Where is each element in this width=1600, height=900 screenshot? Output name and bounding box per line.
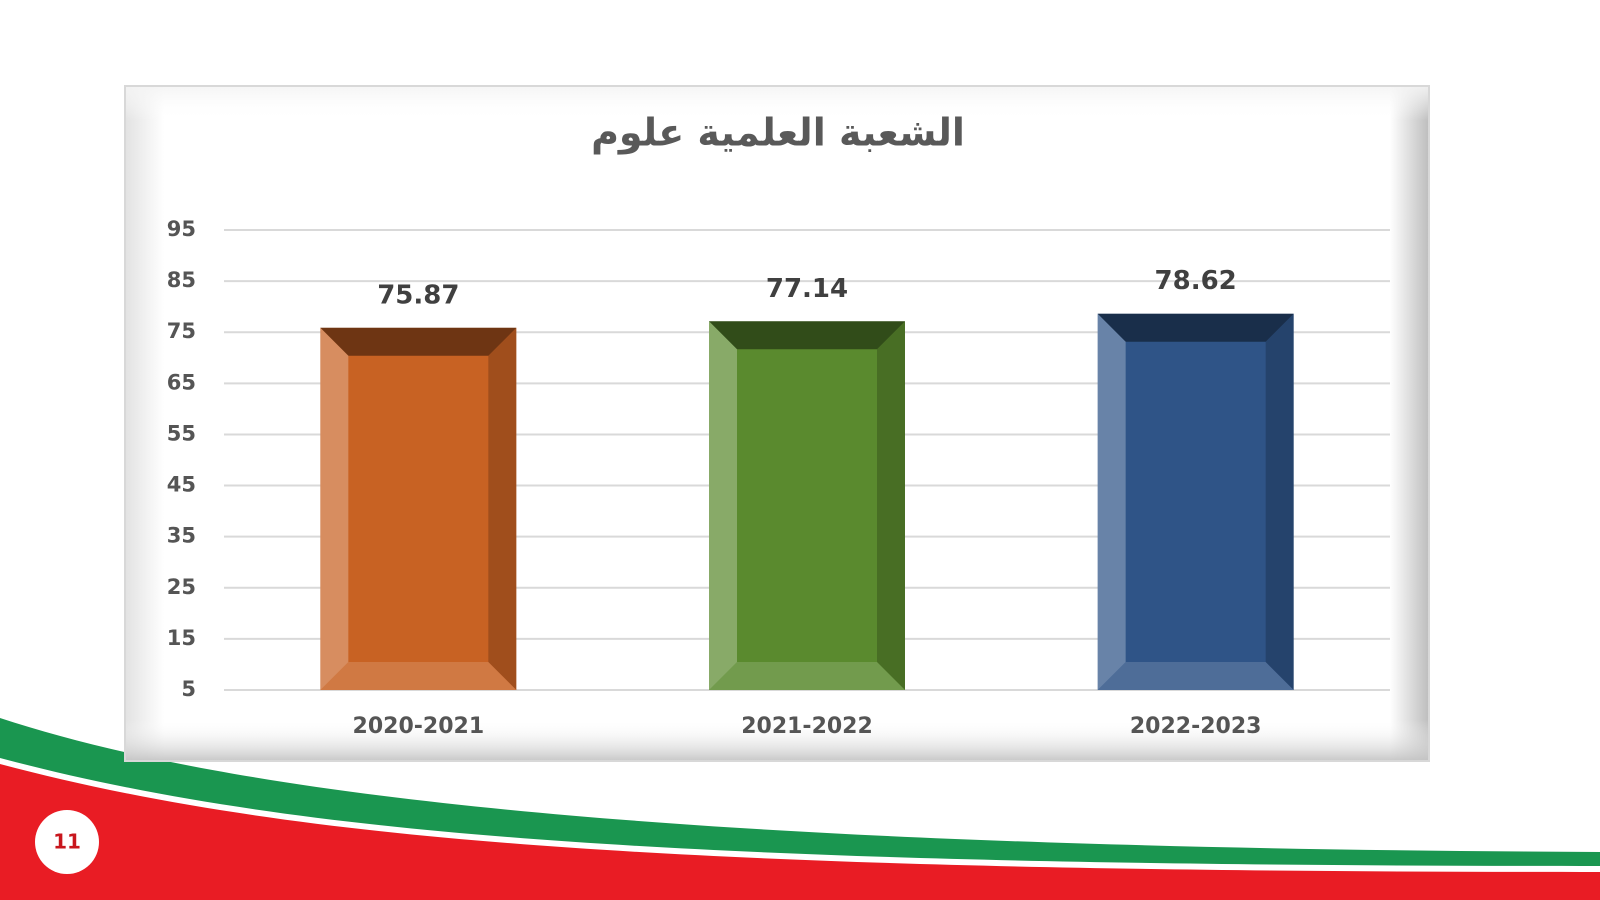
- bar-bevel: [709, 662, 905, 690]
- chart-title: الشعبة العلمية علوم: [591, 111, 965, 156]
- y-tick-label: 35: [167, 524, 196, 548]
- bar-bevel: [488, 327, 517, 690]
- page-number: 11: [53, 830, 81, 854]
- bar: [709, 321, 905, 690]
- y-tick-label: 85: [167, 268, 196, 292]
- bar: [320, 327, 517, 690]
- value-label: 78.62: [1155, 266, 1237, 296]
- y-tick-label: 65: [167, 370, 196, 394]
- red-swoosh: [0, 764, 1600, 900]
- bar-bevel: [320, 327, 517, 356]
- bar-bevel: [709, 321, 737, 690]
- x-tick-label: 2021-2022: [741, 714, 873, 739]
- page-number-badge: [35, 810, 99, 874]
- y-tick-label: 55: [167, 421, 196, 445]
- plot-area: 5 15 25 35 45 55 65 75 85 95 75.87 2020-2021 77.14 20…: [167, 217, 1390, 739]
- value-label: 75.87: [377, 280, 459, 310]
- bar-bevel: [320, 662, 517, 690]
- value-label: 77.14: [766, 274, 848, 304]
- x-tick-label: 2020-2021: [353, 714, 485, 739]
- bar-bevel: [1097, 662, 1294, 690]
- y-tick-label: 75: [167, 319, 196, 343]
- y-tick-label: 45: [167, 473, 196, 497]
- bar-bevel: [320, 327, 349, 690]
- y-tick-label: 25: [167, 575, 196, 599]
- bar-bevel: [877, 321, 905, 690]
- bar-bevel: [1097, 313, 1294, 342]
- bar: [1097, 313, 1294, 690]
- green-swoosh: [0, 718, 1600, 866]
- y-tick-label: 5: [181, 677, 196, 701]
- y-tick-label: 95: [167, 217, 196, 241]
- bar-bevel: [1097, 313, 1126, 690]
- bar-bevel: [1265, 313, 1294, 690]
- x-tick-label: 2022-2023: [1130, 714, 1262, 739]
- bar-bevel: [709, 321, 905, 350]
- y-tick-label: 15: [167, 626, 196, 650]
